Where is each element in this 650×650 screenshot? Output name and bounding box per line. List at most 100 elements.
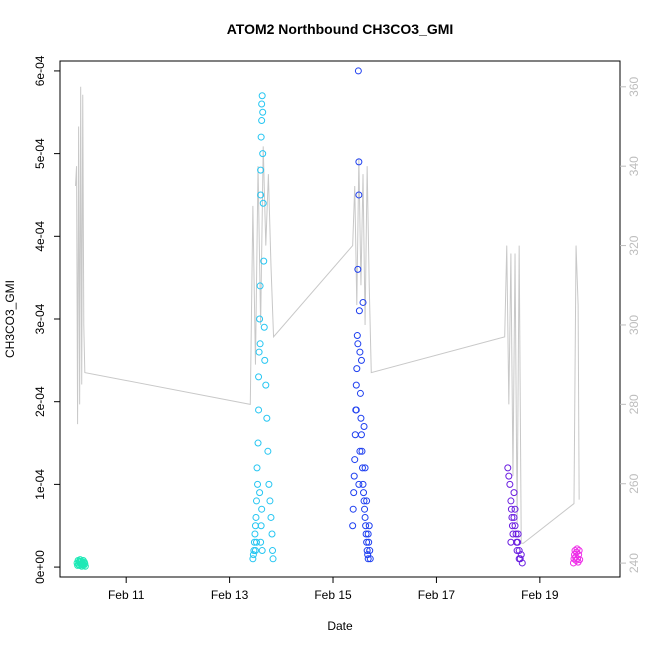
x-axis: Feb 11 Feb 13 Feb 15 Feb 17 Feb 19 <box>108 577 559 602</box>
y-tick-label: 5e-04 <box>33 138 47 169</box>
data-point <box>362 522 370 530</box>
data-point <box>517 551 525 559</box>
y2-tick-label: 340 <box>627 156 641 176</box>
data-point <box>350 489 358 497</box>
data-point <box>267 513 275 521</box>
y2-tick-label: 360 <box>627 76 641 96</box>
plot-frame <box>59 60 621 578</box>
data-point <box>362 530 370 538</box>
data-point <box>352 406 360 414</box>
data-point <box>515 547 523 555</box>
data-point <box>357 431 365 439</box>
data-point <box>363 547 371 555</box>
data-point <box>360 497 368 505</box>
data-point <box>252 497 260 505</box>
data-point <box>258 92 266 100</box>
data-point <box>257 522 265 530</box>
data-point <box>263 414 271 422</box>
data-point <box>251 522 259 530</box>
data-point <box>257 191 265 199</box>
data-point <box>355 307 363 315</box>
x-tick-label: Feb 13 <box>211 588 249 602</box>
data-point <box>575 547 583 555</box>
data-point <box>255 348 263 356</box>
data-point <box>259 108 267 116</box>
data-point <box>511 505 519 513</box>
data-point <box>258 547 266 555</box>
data-point <box>514 530 522 538</box>
data-point <box>264 447 272 455</box>
data-point <box>261 356 269 364</box>
data-point <box>359 480 367 488</box>
points-layer <box>73 67 584 570</box>
x-axis-label: Date <box>327 619 353 633</box>
y-axis: 0e+00 1e-04 2e-04 3e-04 4e-04 5e-04 6e-04 <box>33 55 60 584</box>
data-point <box>507 538 515 546</box>
data-point <box>81 562 89 570</box>
data-point <box>260 323 268 331</box>
data-point <box>349 505 357 513</box>
data-point <box>506 480 514 488</box>
data-point <box>258 505 266 513</box>
x-tick-label: Feb 11 <box>108 588 145 602</box>
data-point <box>258 100 266 108</box>
data-point <box>351 456 359 464</box>
data-point <box>268 530 276 538</box>
data-point <box>354 67 362 75</box>
data-point <box>366 555 374 563</box>
data-point <box>257 166 265 174</box>
data-point <box>572 556 580 564</box>
data-point <box>256 315 264 323</box>
data-point <box>365 538 373 546</box>
data-point <box>363 538 371 546</box>
data-point <box>513 547 521 555</box>
data-point <box>360 423 368 430</box>
data-point <box>576 556 584 564</box>
y-tick-label: 3e-04 <box>33 303 47 334</box>
data-point <box>515 555 523 563</box>
data-point <box>357 356 365 364</box>
data-point <box>357 414 365 422</box>
data-point <box>354 265 362 273</box>
data-point <box>80 559 88 567</box>
data-point <box>511 522 519 530</box>
data-point <box>507 505 515 513</box>
data-point <box>349 522 357 530</box>
data-point <box>266 497 274 505</box>
data-point <box>253 464 261 472</box>
data-point <box>259 150 267 158</box>
data-point <box>262 381 270 389</box>
data-point <box>510 513 518 521</box>
data-point <box>364 555 372 563</box>
y-tick-label: 4e-04 <box>33 221 47 252</box>
data-point <box>571 547 579 555</box>
data-point <box>356 348 364 356</box>
data-point <box>351 431 359 439</box>
data-point <box>366 547 374 555</box>
y-tick-label: 6e-04 <box>33 55 47 86</box>
data-point <box>256 282 264 290</box>
data-point <box>575 551 583 559</box>
data-point <box>510 489 518 497</box>
x-tick-label: Feb 19 <box>521 588 559 602</box>
data-point <box>514 538 522 546</box>
data-point <box>252 538 260 546</box>
y2-axis: 240 260 280 300 320 340 360 <box>620 76 641 573</box>
data-point <box>355 480 363 488</box>
data-point <box>251 547 259 555</box>
y2-tick-label: 240 <box>627 553 641 573</box>
data-point <box>256 340 264 348</box>
y-axis-label: CH3CO3_GMI <box>3 280 17 358</box>
line-series-layer <box>75 86 580 544</box>
data-point <box>360 489 368 497</box>
data-point <box>269 555 277 563</box>
data-point <box>358 447 366 455</box>
data-point <box>356 389 364 397</box>
data-point <box>74 561 82 569</box>
data-point <box>508 513 516 521</box>
data-point <box>354 340 362 348</box>
data-point <box>255 373 263 381</box>
data-point <box>512 530 520 538</box>
data-point <box>504 464 512 472</box>
